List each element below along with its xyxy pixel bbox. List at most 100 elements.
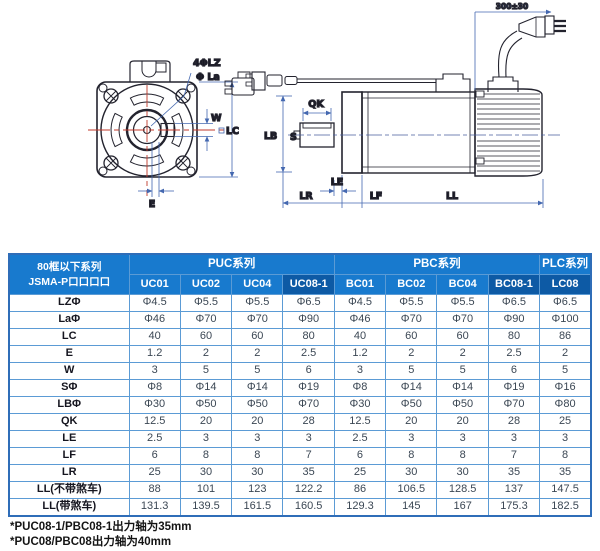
table-cell: Φ70: [282, 396, 335, 414]
qk-dimension: [302, 108, 332, 121]
table-cell: 2: [385, 345, 438, 363]
table-cell: 40: [333, 328, 387, 346]
table-cell: 8: [436, 447, 489, 465]
table-cell: 137: [487, 481, 541, 499]
table-cell: 30: [385, 464, 438, 482]
model-header: UC02: [179, 274, 233, 295]
table-cell: 20: [179, 413, 233, 431]
table-cell: Φ4.5: [333, 294, 387, 312]
dim-label-lc: LC: [226, 126, 239, 137]
table-cell: 145: [385, 498, 438, 517]
table-row: LR 25 30 30 35 25 30 30 35 35: [8, 464, 592, 482]
table-cell: 6: [128, 447, 181, 465]
dim-label-ll: LL: [446, 191, 458, 202]
table-cell: 30: [436, 464, 489, 482]
table-cell: Φ5.5: [179, 294, 233, 312]
table-cell: 8: [539, 447, 592, 465]
dim-label-lf: LF: [370, 191, 383, 202]
table-cell: 3: [282, 430, 335, 448]
table-cell: 12.5: [128, 413, 181, 431]
table-cell: Φ14: [385, 379, 438, 397]
table-cell: 60: [231, 328, 284, 346]
table-cell: 8: [231, 447, 284, 465]
table-corner-header: 80框以下系列 JSMA-P口口口口: [8, 253, 130, 295]
rear-fins: [474, 88, 543, 177]
table-cell: 3: [333, 362, 387, 380]
table-cell: 182.5: [539, 498, 592, 517]
table-cell: 2: [231, 345, 284, 363]
dim-label-holes: 4ΦLZ: [193, 58, 221, 69]
model-header: BC01: [333, 274, 387, 295]
side-view-drawing: QK LB S LE LR LF LL 300±30: [245, 1, 566, 208]
table-cell: 88: [128, 481, 181, 499]
table-row: LL(不带煞车) 88 101 123 122.2 86 106.5 128.5 137 147.…: [8, 481, 592, 499]
table-cell: Φ19: [282, 379, 335, 397]
table-row: QK 12.5 20 20 28 12.5 20 20 28 25: [8, 413, 592, 431]
footnote-shaft-40mm: *PUC08/PBC08出力轴为40mm: [10, 536, 172, 548]
hole-leader-line: [150, 72, 192, 127]
table-cell: Φ70: [179, 311, 233, 329]
table-cell: 5: [385, 362, 438, 380]
table-cell: 2.5: [282, 345, 335, 363]
table-cell: 2: [436, 345, 489, 363]
table-cell: Φ50: [385, 396, 438, 414]
encoder-terminal-block: [435, 73, 471, 92]
footnote-shaft-35mm: *PUC08-1/PBC08-1出力轴为35mm: [10, 521, 192, 533]
table-cell: 3: [487, 430, 541, 448]
table-cell: Φ50: [436, 396, 489, 414]
table-cell: 30: [231, 464, 284, 482]
row-label: LL(不带煞车): [8, 481, 130, 499]
table-cell: Φ50: [179, 396, 233, 414]
model-header: UC01: [128, 274, 181, 295]
encoder-cable: [245, 71, 436, 91]
table-cell: 7: [282, 447, 335, 465]
table-cell: 106.5: [385, 481, 438, 499]
table-row: SΦ Φ8 Φ14 Φ14 Φ19 Φ8 Φ14 Φ14 Φ19 Φ16: [8, 379, 592, 397]
table-cell: 86: [539, 328, 592, 346]
flange-side: [341, 91, 363, 174]
table-cell: 60: [179, 328, 233, 346]
table-cell: Φ100: [539, 311, 592, 329]
dim-label-cable-length: 300±30: [496, 2, 528, 11]
table-cell: 2.5: [128, 430, 181, 448]
power-cable-clamp: [487, 76, 519, 92]
centerlines-front: [88, 85, 224, 196]
row-label: LBΦ: [8, 396, 130, 414]
dim-label-le: LE: [331, 177, 344, 188]
table-cell: 167: [436, 498, 489, 517]
mounting-holes: [98, 83, 196, 176]
row-label: LE: [8, 430, 130, 448]
table-cell: 147.5: [539, 481, 592, 499]
dim-label-lb: LB: [264, 131, 277, 142]
row-label: SΦ: [8, 379, 130, 397]
row-label: LL(带煞车): [8, 498, 130, 517]
table-row: LL(带煞车) 131.3 139.5 161.5 160.5 129.3 145 167 17…: [8, 498, 592, 517]
table-cell: 161.5: [231, 498, 284, 517]
table-cell: Φ6.5: [487, 294, 541, 312]
dim-label-lr: LR: [299, 191, 313, 202]
dim-label-e: E: [149, 199, 156, 210]
power-cable-plug: [497, 15, 566, 78]
table-cell: Φ5.5: [385, 294, 438, 312]
table-row: LZΦ Φ4.5 Φ5.5 Φ5.5 Φ6.5 Φ4.5 Φ5.5 Φ5.5 Φ6.5 Φ6.5: [8, 294, 592, 312]
table-cell: 5: [539, 362, 592, 380]
table-cell: 25: [333, 464, 387, 482]
table-cell: 20: [231, 413, 284, 431]
table-row: E 1.2 2 2 2.5 1.2 2 2 2.5 2: [8, 345, 592, 363]
corner-header-line2: JSMA-P口口口口: [28, 275, 111, 288]
table-cell: 2.5: [487, 345, 541, 363]
table-cell: Φ14: [436, 379, 489, 397]
table-cell: 139.5: [179, 498, 233, 517]
series-header: PLC系列: [539, 253, 592, 275]
table-cell: 5: [231, 362, 284, 380]
table-cell: Φ70: [487, 396, 541, 414]
motor-top-connector-front: [129, 60, 171, 82]
table-cell: Φ5.5: [436, 294, 489, 312]
table-cell: Φ8: [333, 379, 387, 397]
table-cell: 30: [179, 464, 233, 482]
model-header: BC08-1: [487, 274, 541, 295]
table-cell: 20: [436, 413, 489, 431]
table-cell: 3: [436, 430, 489, 448]
table-cell: 2: [539, 345, 592, 363]
table-cell: 80: [487, 328, 541, 346]
